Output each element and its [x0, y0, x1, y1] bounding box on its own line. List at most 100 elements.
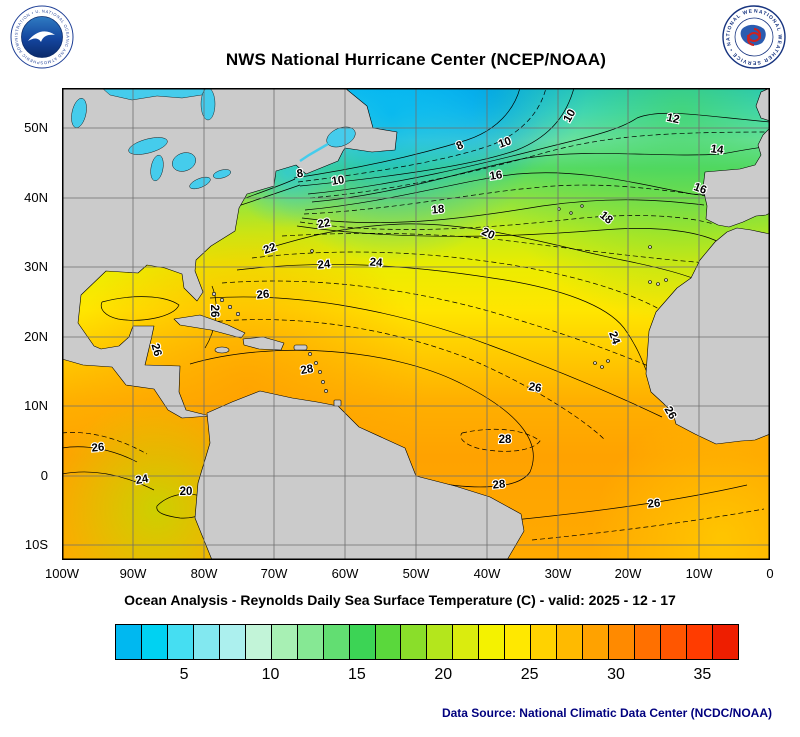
colorbar-cell [375, 625, 402, 659]
south-america [194, 390, 525, 560]
lake-superior [128, 137, 168, 155]
lon-axis-label: 60W [331, 566, 359, 581]
colorbar-cell [661, 625, 687, 659]
lon-axis-label: 40W [473, 566, 501, 581]
colorbar-cell [531, 625, 558, 659]
europe-iberia [702, 127, 770, 228]
colorbar-tick-label: 10 [261, 666, 280, 683]
jamaica [214, 346, 230, 354]
colorbar-cell [193, 625, 220, 659]
page-title: NWS National Hurricane Center (NCEP/NOAA… [225, 50, 607, 69]
contour-label: 8 [296, 168, 305, 181]
inland-water [71, 88, 356, 190]
colorbar-cell [583, 625, 610, 659]
colorbar-cell [167, 625, 194, 659]
madeira [648, 245, 652, 249]
lat-axis-label: 40N [24, 190, 48, 205]
contour-label: 26 [149, 342, 164, 357]
contour-label: 24 [317, 258, 331, 271]
graticule [62, 88, 770, 560]
colorbar-cell [349, 625, 376, 659]
england-sliver [755, 88, 770, 122]
africa [645, 227, 770, 445]
bahamas [212, 292, 241, 317]
colorbar-cell [401, 625, 428, 659]
map-area: 8 10 8 10 10 12 14 16 16 18 18 20 22 22 24 24 24 26 26 26 28… [62, 88, 770, 560]
contour-label: 28 [300, 363, 315, 377]
nws-logo: NATIONAL WEATHER SERVICE • NATIONAL WEAT… [722, 5, 786, 69]
contour-label: 16 [489, 169, 503, 183]
contour-label: 24 [135, 473, 150, 487]
colorbar-tick-label: 35 [693, 666, 712, 683]
gulf-st-lawrence [326, 126, 356, 148]
lon-axis-label: 80W [190, 566, 218, 581]
colorbar-ticks: 5 10 15 20 25 30 35 [115, 666, 737, 688]
lon-axis-label: 70W [260, 566, 288, 581]
lon-axis-label: 0 [766, 566, 774, 581]
contour-label: 28 [492, 478, 506, 491]
nws-map-icon [740, 24, 766, 46]
lon-axis-label: 20W [614, 566, 642, 581]
contour-label: 10 [331, 174, 345, 188]
colorbar-cell [557, 625, 584, 659]
lon-axis-label: 50W [402, 566, 430, 581]
colorbar-cell [712, 625, 738, 659]
contour-label: 22 [262, 241, 278, 257]
colorbar-cell [245, 625, 272, 659]
cuba [173, 314, 246, 339]
lat-axis-label: 30N [24, 259, 48, 274]
lon-axis-label: 90W [119, 566, 147, 581]
colorbar-tick-label: 15 [347, 666, 366, 683]
contour-label: 10 [497, 135, 513, 151]
colorbar-cell [609, 625, 636, 659]
colorbar-tick-label: 25 [520, 666, 539, 683]
lon-axis: 100W 90W 80W 70W 60W 50W 40W 30W 20W 10W 0 [45, 564, 774, 586]
lake-ontario [213, 169, 231, 179]
nws-hurricane-icon [747, 28, 761, 46]
colorbar-cell [635, 625, 662, 659]
lake-erie [189, 176, 211, 190]
lake-michigan [150, 154, 164, 182]
landmasses [62, 88, 770, 560]
lat-axis-label: 10N [24, 398, 48, 413]
contour-label: 12 [665, 112, 680, 126]
st-lawrence-river [299, 142, 329, 163]
lon-axis-label: 30W [544, 566, 572, 581]
colorbar-tick-label: 30 [607, 666, 625, 683]
contour-label: 18 [431, 203, 445, 216]
noaa-logo: NATIONAL OCEANIC AND ATMOSPHERIC ADMINIS… [10, 5, 74, 69]
colorbar-cell [141, 625, 168, 659]
colorbar-cell [505, 625, 532, 659]
colorbar [115, 624, 739, 660]
colorbar-cell [297, 625, 324, 659]
contour-label: 16 [692, 181, 708, 197]
map-frame [62, 88, 770, 560]
contour-label: 24 [606, 330, 622, 347]
lesser-antilles [308, 352, 328, 393]
colorbar-tick-label: 5 [179, 666, 189, 683]
lat-axis: 50N 40N 30N 20N 10N 0 10S [0, 88, 56, 560]
colorbar-cell [479, 625, 506, 659]
lake-huron [172, 152, 196, 172]
contour-label: 26 [647, 497, 661, 510]
lon-axis-label: 10W [685, 566, 713, 581]
colorbar-tick-label: 20 [434, 666, 453, 683]
data-source: Data Source: National Climatic Data Cent… [441, 706, 772, 720]
contour-label: 14 [710, 143, 725, 157]
puerto-rico [293, 344, 308, 351]
colorbar-cell [686, 625, 713, 659]
contour-label: 24 [369, 256, 383, 269]
contour-label: 26 [528, 381, 543, 395]
colorbar-cell [219, 625, 246, 659]
lat-axis-label: 10S [24, 537, 48, 552]
lat-axis-label: 20N [24, 329, 48, 344]
colorbar-cell [116, 625, 142, 659]
map-caption: Ocean Analysis - Reynolds Daily Sea Surf… [124, 592, 676, 608]
bermuda [310, 249, 314, 253]
colorbar-cell [427, 625, 454, 659]
north-america [62, 88, 398, 419]
contour-label: 26 [256, 288, 270, 301]
canary-islands [648, 278, 668, 286]
